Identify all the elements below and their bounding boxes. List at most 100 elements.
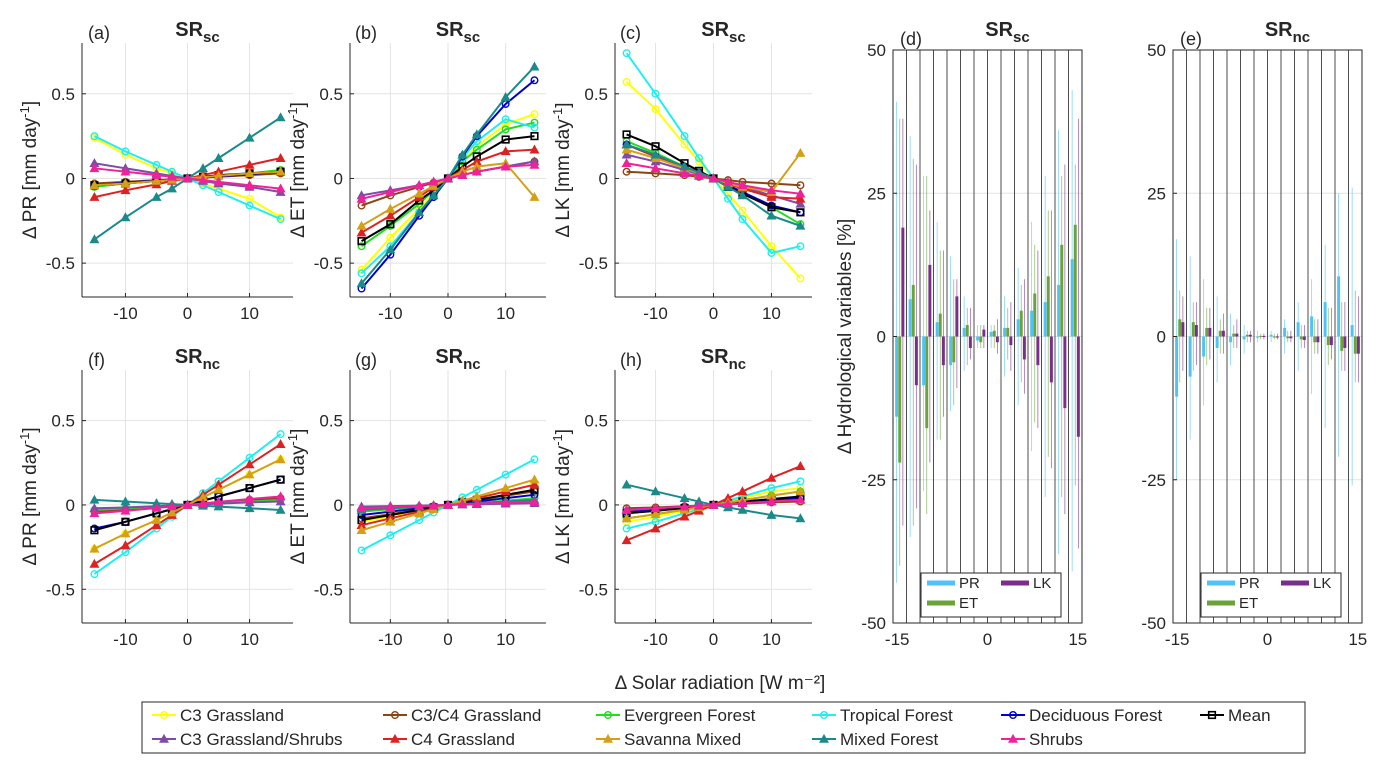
legend-marker bbox=[604, 711, 613, 720]
data-point bbox=[529, 496, 540, 506]
bar-pr bbox=[935, 322, 939, 337]
data-point bbox=[357, 242, 366, 251]
data-point bbox=[385, 244, 396, 254]
data-point bbox=[386, 233, 395, 242]
legend-label-et: ET bbox=[1239, 595, 1258, 612]
bar-pr bbox=[1016, 319, 1020, 337]
bar-et bbox=[965, 325, 969, 337]
bar-et bbox=[1259, 335, 1263, 337]
data-point bbox=[680, 140, 689, 149]
x-tick-label: 0 bbox=[709, 304, 718, 323]
bar-pr bbox=[1337, 276, 1341, 337]
bar-pr bbox=[1175, 336, 1179, 397]
panels: -10 0 10 -0.5 0 0.5 (a) SRsc Δ PR [mm day-1] -10 0… bbox=[17, 19, 1367, 649]
bar-pr bbox=[1283, 327, 1287, 337]
data-point bbox=[182, 173, 193, 183]
x-tick-label: 15 bbox=[1068, 630, 1087, 649]
data-point bbox=[621, 144, 632, 154]
data-point bbox=[501, 135, 510, 144]
data-point bbox=[357, 237, 366, 246]
x-tick-label: -10 bbox=[643, 630, 668, 649]
data-point bbox=[275, 152, 286, 162]
data-point bbox=[385, 502, 396, 512]
data-point bbox=[428, 180, 439, 190]
bar-lk bbox=[1009, 336, 1013, 346]
bar-et bbox=[1178, 319, 1182, 337]
y-tick-label: 25 bbox=[1147, 184, 1166, 203]
data-point bbox=[796, 477, 805, 486]
data-point bbox=[796, 181, 805, 190]
bar-et bbox=[1060, 244, 1064, 337]
data-point bbox=[89, 558, 100, 568]
bar-legend-box bbox=[920, 572, 1062, 618]
data-point bbox=[621, 513, 632, 523]
data-point bbox=[621, 504, 632, 514]
bar-et bbox=[1353, 336, 1357, 354]
y-tick-label: 0.5 bbox=[584, 85, 608, 104]
y-tick-label: -0.5 bbox=[46, 254, 75, 273]
data-point bbox=[650, 503, 661, 513]
bar-et bbox=[1326, 336, 1330, 346]
bar-lk bbox=[995, 336, 999, 343]
data-point bbox=[356, 193, 367, 203]
data-point bbox=[213, 496, 224, 506]
bar-legend-box bbox=[1200, 572, 1342, 618]
data-point bbox=[385, 516, 396, 526]
data-point bbox=[357, 546, 366, 555]
legend-marker bbox=[159, 711, 168, 720]
data-point bbox=[414, 207, 425, 217]
y-axis-label: Δ Hydrological variables [%] bbox=[835, 219, 856, 455]
x-tick-label: 0 bbox=[1263, 630, 1272, 649]
legend-label: C3 Grassland/Shrubs bbox=[180, 730, 343, 749]
bar-et bbox=[925, 336, 929, 429]
data-point bbox=[723, 181, 733, 191]
legend-entry-c3-c4-grassland: C3/C4 Grassland bbox=[383, 706, 541, 725]
y-tick-label: 50 bbox=[867, 41, 886, 60]
chart-panel-h: -10 0 10 -0.5 0 0.5 (h) SRnc Δ LK [mm day-1] bbox=[550, 346, 812, 649]
bar-et bbox=[911, 284, 915, 337]
data-point bbox=[414, 500, 425, 510]
data-point bbox=[622, 167, 631, 176]
bar-pr bbox=[949, 336, 953, 366]
bar-et bbox=[1245, 334, 1249, 337]
data-point bbox=[214, 188, 223, 197]
x-tick-label: 10 bbox=[496, 304, 515, 323]
bar-pr bbox=[922, 336, 926, 386]
data-point bbox=[766, 185, 777, 195]
y-axis-label: Δ ET [mm day-1] bbox=[285, 429, 309, 565]
legend-label: Savanna Mixed bbox=[624, 730, 741, 749]
data-point bbox=[694, 170, 704, 180]
data-point bbox=[530, 118, 539, 127]
data-point bbox=[501, 115, 510, 124]
data-point bbox=[151, 520, 162, 529]
bar-et bbox=[1272, 336, 1276, 338]
data-point bbox=[529, 144, 540, 154]
data-point bbox=[167, 507, 177, 517]
data-point bbox=[650, 509, 661, 519]
data-point bbox=[529, 474, 540, 484]
bar-lk bbox=[1235, 333, 1239, 337]
bar-lk bbox=[1302, 336, 1306, 340]
legend-label: Deciduous Forest bbox=[1029, 706, 1163, 725]
bar-et bbox=[898, 336, 902, 463]
data-point bbox=[622, 524, 631, 533]
main-legend: C3 Grassland C3/C4 Grassland Evergreen For… bbox=[141, 701, 1306, 754]
bar-et bbox=[1218, 330, 1222, 337]
bar-pr bbox=[1070, 259, 1074, 337]
data-point bbox=[650, 163, 661, 173]
data-point bbox=[679, 168, 690, 178]
data-point bbox=[414, 508, 425, 518]
bar-et bbox=[952, 336, 956, 363]
bar-et bbox=[1340, 336, 1344, 351]
data-point bbox=[213, 176, 224, 186]
data-point bbox=[275, 183, 286, 193]
data-point bbox=[276, 215, 285, 224]
data-point bbox=[198, 163, 208, 173]
data-point bbox=[529, 479, 540, 489]
y-tick-label: 0.5 bbox=[51, 85, 75, 104]
y-tick-label: -25 bbox=[861, 471, 886, 490]
data-point bbox=[213, 501, 224, 511]
legend-entry-deciduous-forest: Deciduous Forest bbox=[1001, 706, 1163, 725]
bar-et bbox=[1205, 327, 1209, 337]
legend-label: C3/C4 Grassland bbox=[411, 706, 541, 725]
